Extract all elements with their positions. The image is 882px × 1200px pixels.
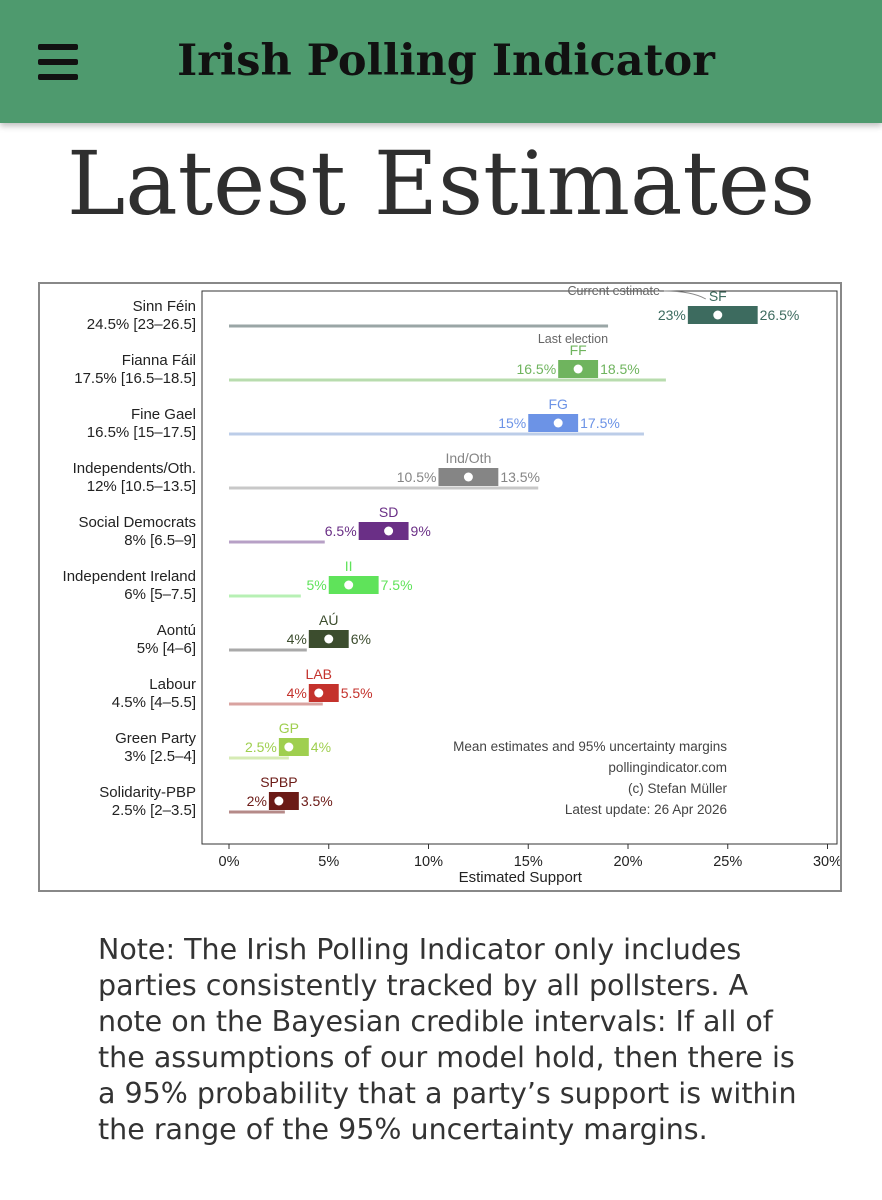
page-title: Latest Estimates [66, 132, 816, 235]
party-name-label: Independents/Oth. [73, 460, 196, 477]
interval-low-label: 16.5% [516, 361, 556, 377]
interval-bar [328, 576, 379, 594]
interval-high-label: 3.5% [301, 793, 333, 809]
party-name-label: Solidarity-PBP [99, 784, 196, 801]
interval-high-label: 6% [351, 631, 371, 647]
party-abbr-label: SF [709, 288, 727, 304]
party-name-label: Fine Gael [131, 406, 196, 423]
interval-bar [528, 414, 579, 432]
interval-low-label: 15% [498, 415, 526, 431]
interval-high-label: 18.5% [600, 361, 640, 377]
party-abbr-label: SD [379, 504, 398, 520]
party-name-label: Sinn Féin [133, 298, 196, 315]
hamburger-menu-icon[interactable] [38, 44, 78, 80]
party-abbr-label: AÚ [319, 612, 338, 628]
x-tick-label: 25% [713, 854, 742, 870]
mean-point [274, 796, 284, 806]
party-abbr-label: GP [279, 720, 299, 736]
mean-point [553, 418, 563, 428]
mean-point [573, 364, 583, 374]
party-summary-label: 3% [2.5–4] [124, 748, 196, 765]
interval-low-label: 4% [287, 685, 307, 701]
mean-point [344, 580, 354, 590]
chart-caption-line: Latest update: 26 Apr 2026 [565, 802, 727, 817]
app-title: Irish Polling Indicator [177, 36, 715, 86]
party-name-label: Independent Ireland [63, 568, 196, 585]
methodology-note: Note: The Irish Polling Indicator only i… [98, 933, 797, 1146]
party-summary-label: 24.5% [23–26.5] [87, 316, 196, 333]
interval-low-label: 2% [247, 793, 267, 809]
party-name-label: Fianna Fáil [122, 352, 196, 369]
interval-low-label: 23% [658, 307, 686, 323]
party-name-label: Green Party [115, 730, 196, 747]
party-abbr-label: Ind/Oth [445, 450, 491, 466]
x-tick-label: 30% [813, 854, 840, 870]
interval-high-label: 4% [311, 739, 331, 755]
party-name-label: Labour [149, 676, 196, 693]
chart-caption-line: (c) Stefan Müller [628, 781, 728, 796]
x-tick-label: 0% [219, 854, 240, 870]
interval-bar [358, 522, 409, 540]
party-summary-label: 17.5% [16.5–18.5] [74, 370, 196, 387]
interval-high-label: 17.5% [580, 415, 620, 431]
interval-bar [278, 738, 309, 756]
party-summary-label: 8% [6.5–9] [124, 532, 196, 549]
interval-low-label: 6.5% [325, 523, 357, 539]
party-summary-label: 2.5% [2–3.5] [112, 802, 196, 819]
top-app-bar: Irish Polling Indicator [0, 0, 882, 123]
interval-high-label: 26.5% [760, 307, 800, 323]
mean-point [713, 310, 723, 320]
interval-low-label: 5% [307, 577, 327, 593]
party-summary-label: 6% [5–7.5] [124, 586, 196, 603]
party-abbr-label: LAB [306, 666, 332, 682]
x-tick-label: 10% [414, 854, 443, 870]
x-tick-label: 15% [514, 854, 543, 870]
last-election-annotation: Last election [538, 332, 608, 346]
chart-frame: 0% 5% 10% 15% 20% 25% 30% Estimated Support Sinn… [38, 282, 842, 892]
polling-chart: 0% 5% 10% 15% 20% 25% 30% Estimated Support Sinn… [63, 284, 840, 886]
plot-panel [201, 290, 838, 845]
chart-caption-line: pollingindicator.com [608, 760, 727, 775]
party-summary-label: 16.5% [15–17.5] [87, 424, 196, 441]
interval-bar [268, 792, 299, 810]
party-summary-label: 5% [4–6] [137, 640, 196, 657]
interval-high-label: 5.5% [341, 685, 373, 701]
party-summary-label: 4.5% [4–5.5] [112, 694, 196, 711]
interval-low-label: 2.5% [245, 739, 277, 755]
mean-point [384, 526, 394, 536]
interval-high-label: 7.5% [381, 577, 413, 593]
party-name-label: Social Democrats [78, 514, 196, 531]
x-tick-label: 20% [613, 854, 642, 870]
mean-point [314, 688, 324, 698]
mean-point [324, 634, 334, 644]
party-summary-label: 12% [10.5–13.5] [87, 478, 196, 495]
party-name-label: Aontú [157, 622, 196, 639]
interval-high-label: 13.5% [500, 469, 540, 485]
x-axis-label: Estimated Support [459, 869, 583, 886]
interval-low-label: 4% [287, 631, 307, 647]
party-abbr-label: SPBP [260, 774, 297, 790]
mean-point [284, 742, 294, 752]
chart-caption-line: Mean estimates and 95% uncertainty margi… [453, 739, 727, 754]
mean-point [463, 472, 473, 482]
x-tick-label: 5% [318, 854, 339, 870]
party-abbr-label: II [345, 558, 353, 574]
current-estimate-annotation: Current estimate [568, 284, 660, 298]
interval-bar [308, 684, 339, 702]
party-abbr-label: FF [570, 342, 587, 358]
party-abbr-label: FG [548, 396, 567, 412]
current-estimate-pointer [663, 290, 707, 300]
interval-bar [687, 306, 758, 324]
interval-low-label: 10.5% [397, 469, 437, 485]
interval-high-label: 9% [411, 523, 431, 539]
